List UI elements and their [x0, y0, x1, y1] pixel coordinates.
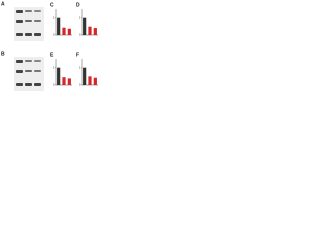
panel-letter: E	[50, 52, 54, 58]
panel-letter: D	[76, 2, 80, 8]
figure: A B C 0 1 D 0 1 E 0 1 F 0 1	[1, 1, 98, 91]
band	[25, 33, 32, 36]
band	[34, 33, 41, 36]
y-tick-label: 0	[79, 83, 81, 87]
band	[16, 10, 23, 13]
bar	[57, 17, 61, 35]
panel-letter: A	[1, 1, 5, 7]
band	[34, 83, 41, 86]
bar	[62, 27, 66, 35]
band	[16, 20, 23, 23]
band	[16, 70, 23, 73]
band	[16, 33, 23, 36]
band	[25, 70, 32, 72]
bar	[62, 77, 66, 85]
band	[25, 20, 32, 22]
panel-letter: F	[76, 52, 79, 58]
y-tick-label: 1	[53, 65, 55, 69]
bar	[88, 26, 92, 35]
bar	[67, 78, 71, 85]
bar	[67, 28, 71, 35]
bar	[93, 28, 97, 35]
band	[34, 10, 41, 12]
bar	[88, 76, 92, 85]
western-blot	[14, 7, 44, 41]
y-tick-label: 1	[79, 65, 81, 69]
band	[34, 70, 41, 72]
y-tick-label: 1	[53, 15, 55, 19]
band	[16, 83, 23, 86]
y-tick-label: 0	[53, 33, 55, 37]
band	[16, 60, 23, 63]
y-tick-label: 1	[79, 15, 81, 19]
band	[34, 20, 41, 22]
y-tick-label: 0	[53, 83, 55, 87]
bar	[57, 67, 61, 85]
panel-letter: B	[1, 51, 5, 57]
band	[25, 83, 32, 86]
bar	[83, 17, 87, 35]
y-tick-label: 0	[79, 33, 81, 37]
page: {"panels": ["A", "B"], "chart_data": [ {…	[0, 0, 320, 100]
band	[25, 60, 32, 62]
band	[34, 60, 41, 62]
panel-letter: C	[50, 2, 54, 8]
band	[25, 10, 32, 12]
bar	[93, 77, 97, 85]
bar	[83, 67, 87, 85]
western-blot	[14, 57, 44, 91]
